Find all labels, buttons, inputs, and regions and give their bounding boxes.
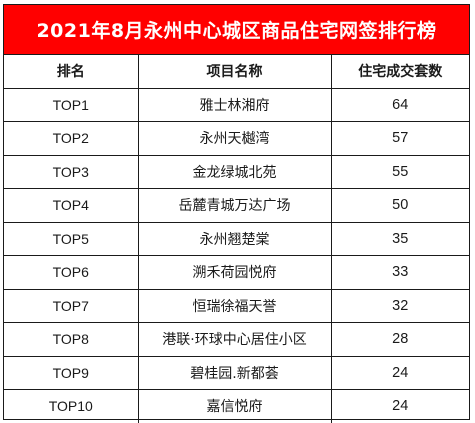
units-cell: 57 xyxy=(331,121,469,156)
units-cell: 55 xyxy=(331,155,469,189)
header-rank: 排名 xyxy=(4,55,139,89)
rank-cell: TOP2 xyxy=(4,121,139,156)
project-cell: 永州天樾湾 xyxy=(138,121,332,156)
project-cell: 金龙绿城北苑 xyxy=(138,155,332,189)
table-row: TOP9 碧桂园.新都荟 24 xyxy=(4,356,469,390)
ranking-table: 排名 项目名称 住宅成交套数 TOP1 雅士林湘府 64 TOP2 永州天樾湾 … xyxy=(4,55,469,423)
header-row: 排名 项目名称 住宅成交套数 xyxy=(4,55,469,89)
units-cell: 50 xyxy=(331,188,469,223)
table-row: TOP10 嘉信悦府 24 xyxy=(4,389,469,423)
table-row: TOP2 永州天樾湾 57 xyxy=(4,121,469,156)
table-row: TOP7 恒瑞徐福天誉 32 xyxy=(4,289,469,323)
header-project-name: 项目名称 xyxy=(138,55,332,89)
rank-cell: TOP5 xyxy=(4,222,139,256)
units-cell: 64 xyxy=(331,88,469,122)
units-cell: 28 xyxy=(331,322,469,357)
project-cell: 雅士林湘府 xyxy=(138,88,332,122)
table-row: TOP4 岳麓青城万达广场 50 xyxy=(4,188,469,223)
ranking-table-sheet: 2021年8月永州中心城区商品住宅网签排行榜 排名 项目名称 住宅成交套数 TO… xyxy=(3,4,470,423)
project-cell: 恒瑞徐福天誉 xyxy=(138,289,332,323)
table-row: TOP3 金龙绿城北苑 55 xyxy=(4,155,469,189)
project-cell: 嘉信悦府 xyxy=(138,389,332,423)
project-cell: 碧桂园.新都荟 xyxy=(138,356,332,390)
units-cell: 24 xyxy=(392,398,409,415)
table-row: TOP6 溯禾荷园悦府 33 xyxy=(4,255,469,290)
table-row: TOP1 雅士林湘府 64 xyxy=(4,88,469,122)
project-cell: 溯禾荷园悦府 xyxy=(138,255,332,290)
units-cell: 33 xyxy=(331,255,469,290)
rank-cell: TOP9 xyxy=(4,356,139,390)
table-row: TOP8 港联·环球中心居住小区 28 xyxy=(4,322,469,357)
rank-cell: TOP1 xyxy=(4,88,139,122)
rank-cell: TOP6 xyxy=(4,255,139,290)
rank-cell: TOP8 xyxy=(4,322,139,357)
table-row: TOP5 永州翘楚棠 35 xyxy=(4,222,469,256)
table-title: 2021年8月永州中心城区商品住宅网签排行榜 xyxy=(4,5,469,55)
project-cell: 永州翘楚棠 xyxy=(138,222,332,256)
project-cell: 港联·环球中心居住小区 xyxy=(138,322,332,357)
units-cell: 24 xyxy=(331,356,469,390)
header-units-sold: 住宅成交套数 xyxy=(331,55,469,89)
rank-cell: TOP7 xyxy=(4,289,139,323)
rank-cell: TOP4 xyxy=(4,188,139,223)
units-cell: 35 xyxy=(331,222,469,256)
rank-cell: TOP3 xyxy=(4,155,139,189)
rank-cell: TOP10 xyxy=(4,389,139,423)
units-cell: 32 xyxy=(331,289,469,323)
project-cell: 岳麓青城万达广场 xyxy=(138,188,332,223)
